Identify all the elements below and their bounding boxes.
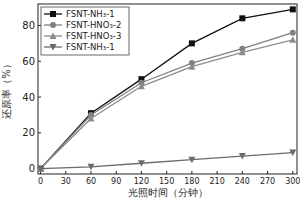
y-tick [38, 97, 41, 98]
y-tick-label: 0 [29, 163, 35, 174]
x-tick [191, 171, 192, 174]
point [138, 83, 145, 90]
x-tick [292, 171, 293, 174]
point [188, 63, 195, 69]
x-tick-label: 90 [111, 177, 121, 186]
legend-marker [50, 11, 56, 17]
x-tick-label: 300 [285, 177, 300, 186]
y-axis-label: 还原率（%） [1, 59, 12, 119]
legend-marker [50, 44, 57, 51]
x-tick [141, 171, 142, 174]
legend-box [41, 7, 129, 55]
point [290, 6, 296, 12]
x-tick [267, 171, 268, 174]
y-tick [38, 132, 41, 133]
y-tick-label: 80 [22, 20, 35, 31]
point [290, 30, 296, 36]
point [289, 36, 296, 43]
x-tick-label: 30 [61, 177, 71, 186]
x-tick [116, 171, 117, 174]
series-group [38, 6, 296, 172]
y-tick-label: 20 [22, 127, 35, 138]
point [239, 15, 245, 21]
y-tick [38, 61, 41, 62]
series-line [41, 9, 293, 168]
x-tick-label: 180 [184, 177, 199, 186]
point [87, 115, 94, 122]
y-tick [38, 25, 41, 26]
point [138, 160, 145, 167]
x-tick [242, 171, 243, 174]
series-line [41, 40, 293, 169]
x-tick [90, 171, 91, 174]
legend-label: FSNT-HNO₃-3 [66, 31, 121, 41]
x-tick [166, 171, 167, 174]
x-axis-label: 光照时间（分钟） [128, 187, 208, 198]
x-tick-label: 120 [134, 177, 149, 186]
legend: FSNT-NH₃-1FSNT-HNO₃-2FSNT-HNO₃-3FSNT-NH₃… [41, 7, 129, 55]
legend-marker [50, 33, 57, 40]
legend-marker [50, 22, 56, 28]
x-tick-label: 240 [235, 177, 250, 186]
chart: 0 20 40 60 80 0 30 60 90 120 150 180 210 240 270 300 光照时… [0, 0, 300, 200]
point [239, 49, 246, 56]
point [189, 40, 195, 46]
legend-label: FSNT-NH₃-1 [66, 42, 115, 52]
point [188, 157, 195, 164]
x-tick-label: 210 [209, 177, 224, 186]
point [87, 164, 94, 171]
x-tick-label: 150 [159, 177, 174, 186]
y-tick-label: 40 [22, 92, 35, 103]
point [239, 153, 246, 160]
x-tick [217, 171, 218, 174]
y-tick-label: 60 [22, 56, 35, 67]
series-line [41, 153, 293, 169]
x-tick [65, 171, 66, 174]
legend-label: FSNT-NH₃-1 [66, 9, 115, 19]
point [38, 166, 44, 173]
legend-label: FSNT-HNO₃-2 [66, 20, 121, 30]
point [289, 150, 296, 157]
x-tick-label: 60 [86, 177, 96, 186]
x-tick-label: 0 [38, 177, 43, 186]
plot-frame [38, 4, 297, 174]
x-tick-label: 270 [260, 177, 275, 186]
